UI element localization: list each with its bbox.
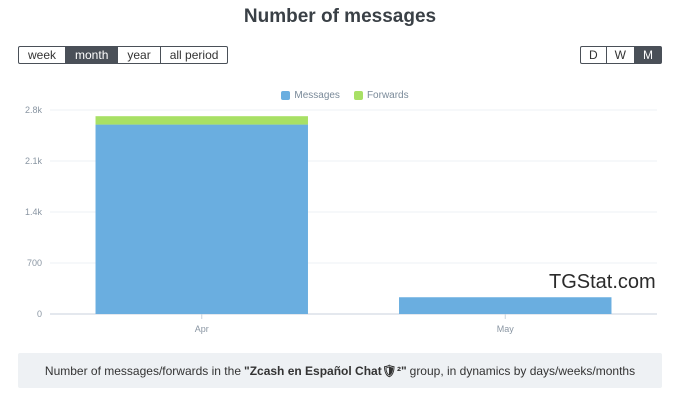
y-tick-label: 0 (37, 309, 42, 319)
legend-item-forwards[interactable]: Forwards (353, 90, 409, 101)
y-tick-label: 700 (27, 258, 42, 268)
chart-plot: 0 700 1.4k 2.1k 2.8k Apr May (25, 105, 657, 334)
period-all-button[interactable]: all period (159, 46, 229, 64)
y-tick-label: 1.4k (25, 207, 43, 217)
granularity-month-button[interactable]: M (634, 46, 662, 64)
chart-legend: Messages Forwards (0, 90, 690, 101)
period-week-button[interactable]: week (18, 46, 67, 64)
chart-title: Number of messages (243, 6, 437, 27)
period-month-button[interactable]: month (65, 46, 119, 64)
legend-swatch-messages (281, 91, 291, 100)
x-tick-label: May (497, 324, 515, 334)
chart-caption: Number of messages/forwards in the "Zcas… (18, 353, 662, 388)
legend-label-messages: Messages (294, 90, 340, 101)
granularity-selector: D W M (580, 46, 662, 64)
caption-text-before: Number of messages/forwards in the (44, 363, 241, 378)
caption-group-name: "Zcash en Español Chat🛡²" (244, 363, 407, 378)
y-tick-label: 2.8k (25, 105, 43, 115)
granularity-day-button[interactable]: D (580, 46, 607, 64)
caption-text-after: group, in dynamics by days/weeks/months (409, 363, 636, 378)
legend-item-messages[interactable]: Messages (281, 90, 340, 101)
x-tick-label: Apr (195, 324, 209, 334)
legend-swatch-forwards (353, 91, 363, 100)
period-year-button[interactable]: year (117, 46, 161, 64)
bar-messages (95, 124, 308, 314)
bar-forwards (95, 116, 308, 125)
granularity-week-button[interactable]: W (605, 46, 635, 64)
y-tick-label: 2.1k (25, 156, 43, 166)
period-selector: week month year all period (18, 46, 229, 64)
legend-label-forwards: Forwards (366, 90, 409, 101)
watermark: TGStat.com (549, 271, 656, 293)
bar-messages (399, 297, 612, 314)
